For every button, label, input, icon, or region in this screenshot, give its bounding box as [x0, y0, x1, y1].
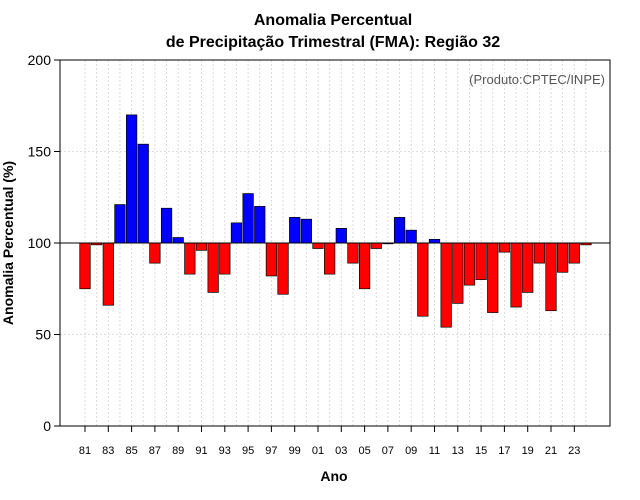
bar-84 [114, 204, 126, 244]
x-axis-title: Ano [320, 468, 347, 484]
x-tick-label-99: 99 [289, 445, 301, 457]
x-tick-label-13: 13 [452, 445, 464, 457]
x-tick-label-81: 81 [79, 445, 91, 457]
bar-13 [452, 242, 464, 304]
x-tick-label-85: 85 [125, 445, 137, 457]
bar-03 [335, 228, 347, 244]
y-tick-label: 0 [43, 418, 51, 434]
x-tick-label-09: 09 [405, 445, 417, 457]
x-tick-label-21: 21 [545, 445, 557, 457]
x-tick-label-87: 87 [149, 445, 161, 457]
y-tick-label: 150 [28, 144, 52, 160]
x-tick-label-11: 11 [429, 445, 440, 457]
bar-90 [184, 242, 196, 275]
bar-12 [440, 242, 452, 328]
y-axis-title: Anomalia Percentual (%) [0, 161, 16, 325]
x-tick-label-19: 19 [522, 445, 534, 457]
bar-17 [498, 242, 510, 253]
x-tick-label-03: 03 [335, 445, 347, 457]
x-tick-label-83: 83 [102, 445, 114, 457]
bar-23 [568, 242, 580, 264]
bar-06 [370, 242, 382, 249]
bar-05 [359, 242, 371, 290]
x-tick-label-95: 95 [242, 445, 254, 457]
bar-99 [289, 217, 301, 244]
bar-81 [79, 242, 91, 290]
x-tick-label-23: 23 [568, 445, 580, 457]
x-tick-label-15: 15 [475, 445, 487, 457]
bar-94 [230, 222, 243, 244]
bar-16 [487, 242, 499, 313]
bar-89 [172, 237, 184, 244]
x-tick-label-17: 17 [498, 445, 510, 457]
y-tick-label: 200 [28, 52, 52, 68]
x-tick-label-97: 97 [265, 445, 277, 457]
x-tick-label-05: 05 [358, 445, 370, 457]
bar-98 [277, 242, 289, 295]
bar-96 [254, 206, 266, 244]
bar-19 [522, 242, 534, 293]
bar-22 [557, 242, 569, 273]
x-tick-label-07: 07 [382, 445, 394, 457]
bar-08 [393, 217, 406, 244]
y-tick-label: 100 [28, 235, 52, 251]
bar-01 [312, 242, 324, 249]
bar-88 [160, 207, 173, 244]
bar-21 [545, 242, 557, 312]
bar-83 [102, 242, 114, 306]
bar-92 [207, 242, 219, 293]
bars [79, 114, 592, 328]
chart-title-line-1: Anomalia Percentual [254, 12, 412, 29]
bar-93 [219, 242, 231, 275]
chart-title-line-2: de Precipitação Trimestral (FMA): Região… [166, 34, 500, 51]
y-axis: 0 50 100 150 200 [28, 52, 60, 434]
bar-95 [242, 193, 254, 244]
x-tick-label-01: 01 [312, 445, 324, 457]
bar-11 [428, 238, 441, 244]
bar-87 [149, 242, 161, 264]
bar-10 [417, 242, 429, 317]
bar-20 [533, 242, 545, 264]
bar-15 [475, 242, 487, 280]
bar-85 [125, 114, 138, 244]
watermark-text: (Produto:CPTEC/INPE) [469, 72, 605, 87]
x-tick-label-93: 93 [219, 445, 231, 457]
bar-04 [347, 242, 359, 264]
bar-00 [300, 218, 312, 244]
bar-97 [265, 242, 277, 277]
grid-lines [60, 60, 610, 426]
y-tick-label: 50 [35, 327, 51, 343]
x-tick-label-91: 91 [195, 445, 207, 457]
bar-02 [324, 242, 336, 275]
bar-09 [405, 229, 417, 244]
x-axis: 81 83 85 87 89 91 93 95 97 99 01 03 05 07 09 11 13 15 17 19… [79, 426, 580, 457]
bar-18 [510, 242, 522, 308]
bar-86 [137, 143, 149, 244]
bar-14 [463, 242, 476, 286]
x-tick-label-89: 89 [172, 445, 184, 457]
bar-91 [195, 242, 208, 251]
